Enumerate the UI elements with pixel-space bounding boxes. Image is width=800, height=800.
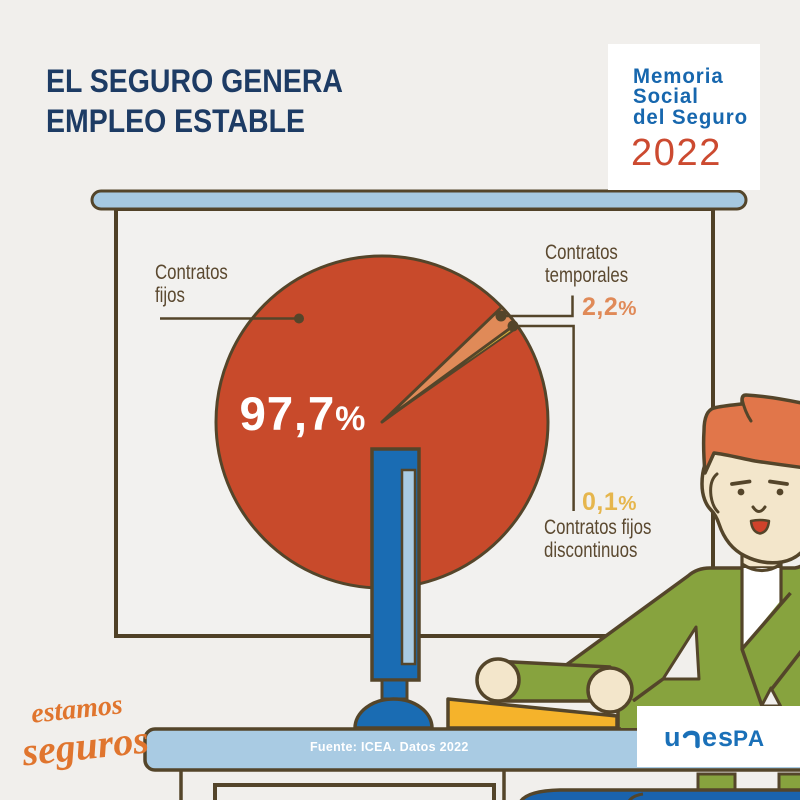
svg-text:u: u [664,722,681,752]
svg-text:es: es [702,722,734,752]
svg-text:PA: PA [733,726,766,751]
